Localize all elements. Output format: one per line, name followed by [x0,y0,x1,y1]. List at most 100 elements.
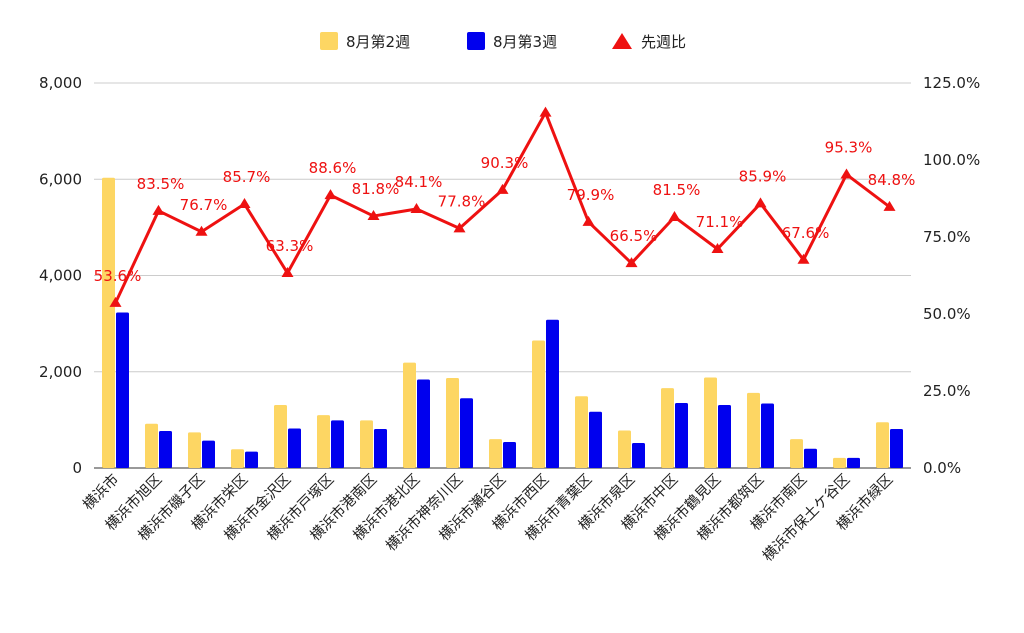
category-label: 横浜市 [80,471,123,514]
bar-week3[interactable] [202,440,215,468]
bar-week2[interactable] [188,432,201,468]
ratio-marker[interactable] [324,189,337,200]
bar-week3[interactable] [159,430,172,468]
ratio-data-label: 71.1% [696,213,744,231]
bar-week3[interactable] [675,403,688,468]
ratio-marker[interactable] [840,168,853,179]
bar-week3[interactable] [718,404,731,468]
ratio-marker[interactable] [367,210,380,221]
ratio-data-label: 81.8% [352,180,400,198]
ratio-marker[interactable] [883,200,896,211]
ratio-data-label: 85.9% [739,167,787,185]
bar-week2[interactable] [790,439,803,468]
ratio-marker[interactable] [152,204,165,215]
bar-week2[interactable] [403,362,416,468]
ratio-data-label: 79.9% [567,186,615,204]
legend-swatch-week3 [467,32,485,50]
bar-week2[interactable] [661,388,674,468]
legend-label-ratio: 先週比 [641,33,686,51]
ratio-marker[interactable] [711,243,724,254]
bar-week2[interactable] [532,340,545,468]
bar-week2[interactable] [231,449,244,468]
category-label: 横浜市神奈川区 [383,471,467,555]
ratio-marker[interactable] [109,296,122,307]
ratio-marker[interactable] [496,183,509,194]
ratio-data-label: 95.3% [825,138,873,156]
bars [102,177,903,468]
bar-week3[interactable] [890,429,903,468]
bar-week2[interactable] [446,378,459,468]
bar-week3[interactable] [374,429,387,468]
ratio-line: 53.6% 83.5% 76.7% 85.7% 63.3% 88.6% 81.8%84.1%… [94,106,916,307]
ratio-line-path [114,111,891,304]
ratio-data-label: 81.5% [653,181,701,199]
ratio-data-label: 77.8% [438,192,486,210]
bar-week2[interactable] [317,415,330,468]
bar-week3[interactable] [589,411,602,468]
legend-label-week2: 8月第2週 [346,33,410,51]
ratio-marker[interactable] [625,257,638,268]
legend-item-ratio[interactable]: 先週比 [612,33,686,51]
y-left-tick-label: 8,000 [39,74,82,92]
bar-week3[interactable] [116,312,129,468]
x-axis-labels: 横浜市横浜市旭区横浜市磯子区横浜市栄区横浜市金沢区横浜市戸塚区横浜市港南区横浜市… [80,471,897,565]
y-right-tick-label: 25.0% [923,382,971,400]
y-right-tick-label: 0.0% [923,459,961,477]
y-left-tick-label: 4,000 [39,267,82,285]
ratio-data-label: 83.5% [137,175,185,193]
y-right-tick-label: 100.0% [923,151,980,169]
ratio-marker[interactable] [582,215,595,226]
legend: 8月第2週 8月第3週 先週比 [320,32,686,51]
ratio-data-label: 84.1% [395,173,443,191]
bar-week3[interactable] [288,428,301,468]
gridlines [94,82,911,469]
bar-week2[interactable] [747,392,760,468]
bar-week2[interactable] [833,457,846,468]
legend-item-week2[interactable]: 8月第2週 [320,32,410,51]
y-axis-left: 0 2,000 4,000 6,000 8,000 [39,74,82,477]
ratio-marker[interactable] [453,222,466,233]
bar-week3[interactable] [417,379,430,468]
bar-week2[interactable] [274,404,287,468]
ratio-marker[interactable] [410,202,423,213]
ratio-data-label: 63.3% [266,237,314,255]
legend-swatch-week2 [320,32,338,50]
legend-marker-ratio [612,33,632,49]
bar-week3[interactable] [460,398,473,468]
ratio-marker[interactable] [754,197,767,208]
legend-item-week3[interactable]: 8月第3週 [467,32,557,51]
bar-week2[interactable] [102,177,115,468]
ratio-marker[interactable] [797,253,810,264]
bar-week3[interactable] [503,442,516,468]
ratio-marker[interactable] [238,198,251,209]
ratio-marker[interactable] [281,267,294,278]
bar-week3[interactable] [804,448,817,468]
ratio-data-label: 84.8% [868,171,916,189]
bar-week2[interactable] [360,420,373,468]
ratio-marker[interactable] [668,210,681,221]
bar-week3[interactable] [761,403,774,468]
ratio-data-label: 67.6% [782,224,830,242]
bar-week3[interactable] [245,451,258,468]
bar-week2[interactable] [618,430,631,468]
bar-week3[interactable] [632,442,645,468]
bar-week3[interactable] [847,457,860,468]
y-left-tick-label: 2,000 [39,363,82,381]
ratio-data-label: 85.7% [223,168,271,186]
y-right-tick-label: 125.0% [923,74,980,92]
y-axis-right: 0.0% 25.0% 50.0% 75.0% 100.0% 125.0% [923,74,980,477]
y-left-tick-label: 6,000 [39,170,82,188]
bar-week3[interactable] [546,319,559,468]
ratio-marker[interactable] [195,225,208,236]
ratio-marker[interactable] [539,106,552,117]
bar-week2[interactable] [145,423,158,468]
bar-week2[interactable] [704,377,717,468]
ratio-data-label: 66.5% [610,227,658,245]
bar-week2[interactable] [575,396,588,468]
bar-week2[interactable] [489,439,502,468]
y-right-tick-label: 50.0% [923,305,971,323]
ratio-data-label: 53.6% [94,267,142,285]
bar-week3[interactable] [331,420,344,468]
bar-week2[interactable] [876,422,889,468]
